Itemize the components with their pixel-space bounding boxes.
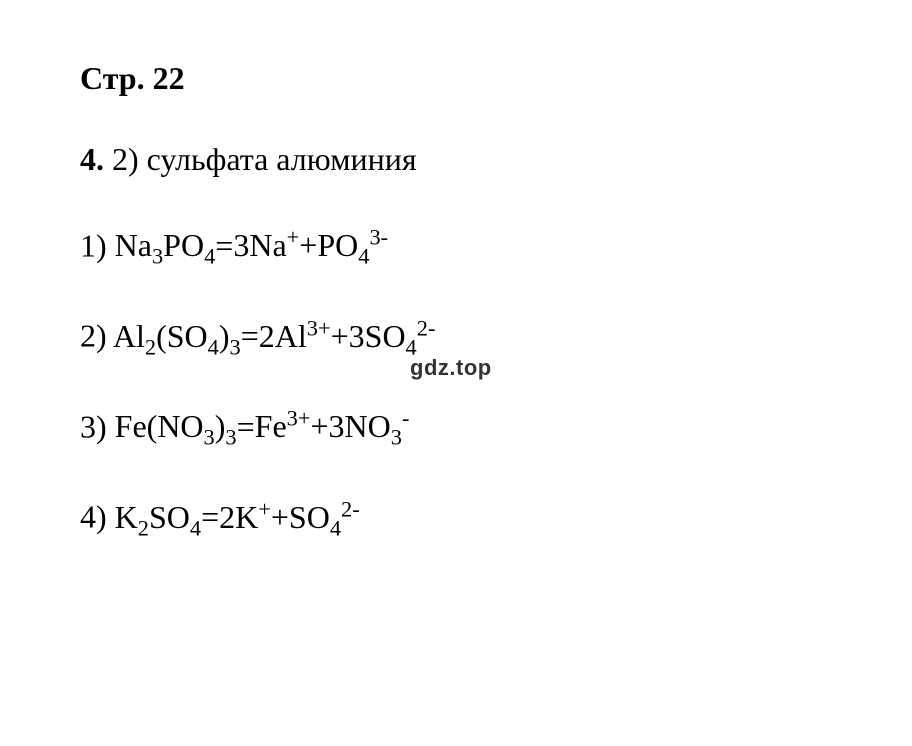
- equation-lhs: K2SO4: [115, 499, 201, 535]
- page-heading: Стр. 22: [80, 60, 832, 97]
- document-container: Стр. 22 4. 2) сульфата алюминия 1) Na3PO…: [80, 60, 832, 543]
- equation-number: 1): [80, 227, 115, 263]
- equation-lhs: Fe(NO3)3: [115, 408, 237, 444]
- answer-number: 4.: [80, 141, 104, 177]
- equation-4: 4) K2SO4=2K++SO42-: [80, 493, 832, 543]
- equation-lhs: Al2(SO4)3: [113, 318, 241, 354]
- equation-lhs: Na3PO4: [115, 227, 216, 263]
- equation-number: 2): [80, 318, 113, 354]
- equation-rhs: 2Al3++3SO42-: [259, 318, 436, 354]
- equation-rhs: 3Na++PO43-: [233, 227, 388, 263]
- answer-text: 2) сульфата алюминия: [104, 141, 417, 177]
- equation-number: 3): [80, 408, 115, 444]
- equation-1: 1) Na3PO4=3Na++PO43-: [80, 222, 832, 272]
- equation-3: 3) Fe(NO3)3=Fe3++3NO3-: [80, 403, 832, 453]
- equation-rhs: Fe3++3NO3-: [255, 408, 410, 444]
- answer-line: 4. 2) сульфата алюминия: [80, 137, 832, 182]
- watermark: gdz.top: [410, 355, 492, 381]
- equation-rhs: 2K++SO42-: [219, 499, 360, 535]
- equation-number: 4): [80, 499, 115, 535]
